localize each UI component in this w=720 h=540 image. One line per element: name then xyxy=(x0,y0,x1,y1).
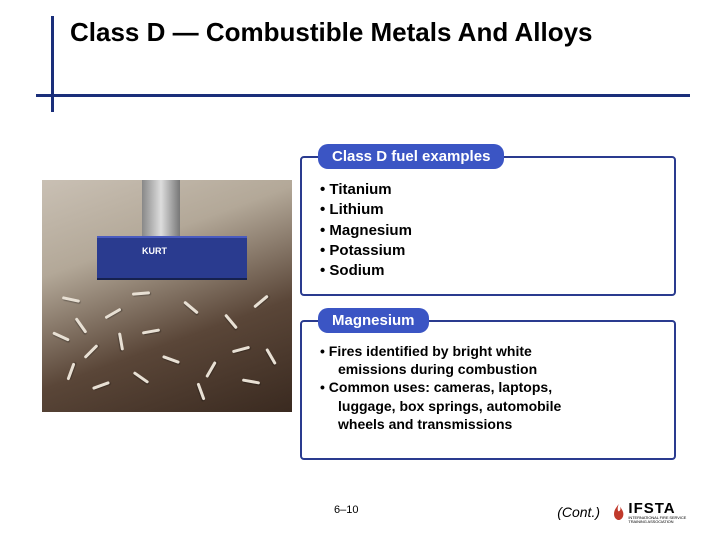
list-item-cont: luggage, box springs, automobile xyxy=(320,397,658,415)
title-horizontal-rule xyxy=(36,94,690,97)
list-item: Fires identified by bright white xyxy=(320,342,658,360)
page-number: 6–10 xyxy=(334,504,358,516)
photo-vise-label: KURT xyxy=(142,246,167,256)
list-item-cont: emissions during combustion xyxy=(320,360,658,378)
list-item: Potassium xyxy=(320,241,658,261)
list-item: Titanium xyxy=(320,180,658,200)
list-item: Magnesium xyxy=(320,221,658,241)
card-body: Titanium Lithium Magnesium Potassium Sod… xyxy=(302,158,674,295)
list-item: Sodium xyxy=(320,261,658,281)
logo-text: IFSTA xyxy=(628,501,698,516)
continued-label: (Cont.) xyxy=(557,504,600,520)
card-fuel-examples: Class D fuel examples Titanium Lithium M… xyxy=(300,156,676,296)
photo-vise xyxy=(97,236,247,280)
list-item: Common uses: cameras, laptops, xyxy=(320,378,658,396)
ifsta-logo: IFSTA INTERNATIONAL FIRE SERVICE TRAININ… xyxy=(612,498,698,526)
list-item: Lithium xyxy=(320,200,658,220)
card-magnesium: Magnesium Fires identified by bright whi… xyxy=(300,320,676,460)
card-body: Fires identified by bright white emissio… xyxy=(302,322,674,447)
photo-milling-chips: KURT xyxy=(42,180,292,412)
list-item-cont: wheels and transmissions xyxy=(320,415,658,433)
title-vertical-rule xyxy=(51,16,54,112)
card-header: Magnesium xyxy=(318,308,429,333)
flame-icon xyxy=(612,499,625,525)
slide-title: Class D — Combustible Metals And Alloys xyxy=(70,16,593,49)
card-header: Class D fuel examples xyxy=(318,144,504,169)
logo-subtext: INTERNATIONAL FIRE SERVICE TRAINING ASSO… xyxy=(628,516,698,524)
